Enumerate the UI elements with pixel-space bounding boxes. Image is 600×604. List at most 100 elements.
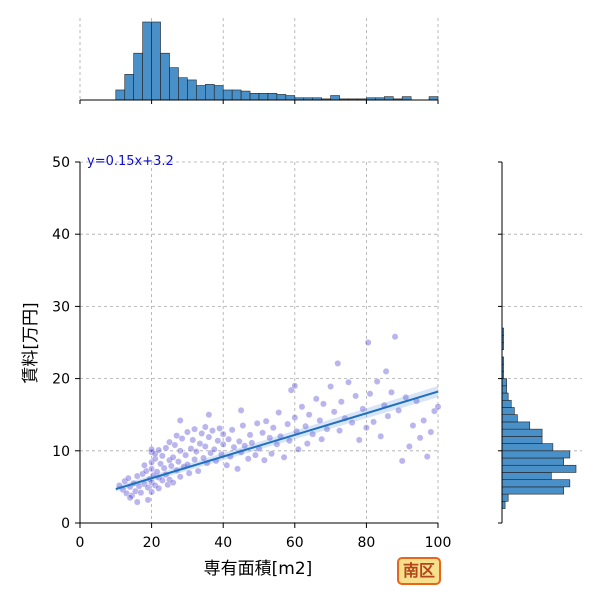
scatter-point [214,437,222,445]
top-hist-bar [330,95,340,101]
scatter-point [183,428,191,436]
scatter-point [373,378,381,385]
scatter-point [132,487,139,495]
scatter-point [158,452,166,460]
scatter-point [318,435,326,443]
scatter-point [359,405,367,413]
top-hist-bar [383,96,394,101]
confidence-band [115,385,439,492]
top-hist-bar [401,96,412,101]
scatter-point [192,448,200,455]
scatter-point [336,427,343,434]
scatter-point [427,428,435,436]
top-hist-bar [151,21,161,101]
scatter-point [291,382,299,390]
scatter-point [320,400,327,408]
scatter-point [209,427,216,434]
scatter-point [198,430,206,437]
scatter-point [205,433,213,441]
scatter-point [148,458,156,466]
right-hist-bar [501,428,543,437]
scatter-point [223,461,231,469]
right-hist-bar [501,457,564,466]
ward-badge: 南区 [397,557,441,585]
scatter-point [164,481,172,489]
scatter-point [316,417,324,424]
scatter-point [337,398,345,406]
right-hist-bar [501,385,507,394]
scatter-point [124,474,132,482]
y-tick-label: 50 [52,155,70,171]
y-tick-label: 40 [52,227,70,243]
scatter-point [252,451,259,459]
marginal-y-histogram [498,161,582,524]
scatter-point [216,425,224,432]
scatter-point [366,390,374,398]
scatter-point [155,446,163,454]
right-hist-bar [501,450,571,459]
scatter-point [205,411,213,419]
scatter-point [377,432,385,440]
scatter-point [160,464,168,472]
top-hist-bar [124,74,134,101]
scatter-point [370,418,377,426]
top-hist-bar [222,89,233,101]
scatter-point [253,419,261,427]
scatter-point [248,439,256,447]
scatter-point [187,445,195,453]
scatter-point [171,441,179,449]
scatter-point [148,488,156,496]
x-tick-label: 80 [357,535,375,551]
scatter-point [151,450,159,458]
top-hist-bar [196,85,206,101]
scatter-point [388,388,395,396]
marginal-x-histogram [79,18,439,104]
top-hist-bar [160,52,170,101]
scatter-point [237,406,245,414]
scatter-point [260,456,268,464]
scatter-point [298,403,306,411]
scatter-point [200,454,207,462]
y-tick-label: 10 [52,444,70,460]
scatter-point [210,445,218,453]
scatter-point [303,440,311,447]
scatter-point [153,468,161,476]
scatter-point [151,455,159,463]
grid [79,161,439,524]
top-hist-bar [249,93,260,101]
scatter-point [312,395,320,403]
scatter-point [142,467,150,475]
top-hist-bar [205,84,215,101]
scatter-point [416,434,424,442]
scatter-point [294,445,302,453]
right-hist-bar [501,407,515,416]
top-hist-bar [187,79,197,101]
y-tick-label: 20 [52,372,70,388]
x-tick-label: 60 [286,535,304,551]
top-hist-bar [428,96,439,101]
scatter-point [176,447,184,455]
top-hist-bar [213,85,224,101]
scatter-point [148,479,156,486]
scatter-point [234,465,241,473]
scatter-point [162,444,170,452]
scatter-point [309,430,317,438]
right-hist-bar [501,421,531,430]
scatter-point [239,422,247,429]
scatter-point [241,442,249,450]
top-hist-bar [169,67,179,101]
top-hist-bar [276,94,287,101]
scatter-point [169,479,177,486]
right-hist-bar [501,479,571,488]
scatter-point [182,451,190,459]
top-hist-bar [231,89,242,101]
x-axis-label: 専有面積[m2] [204,559,313,579]
scatter-point [133,472,141,480]
top-hist-bar [142,21,152,101]
regression-equation: y=0.15x+3.2 [87,154,174,169]
regression-line-path [115,390,439,491]
scatter-point [345,378,352,386]
scatter-point [384,412,392,420]
x-tick-label: 40 [214,535,232,551]
